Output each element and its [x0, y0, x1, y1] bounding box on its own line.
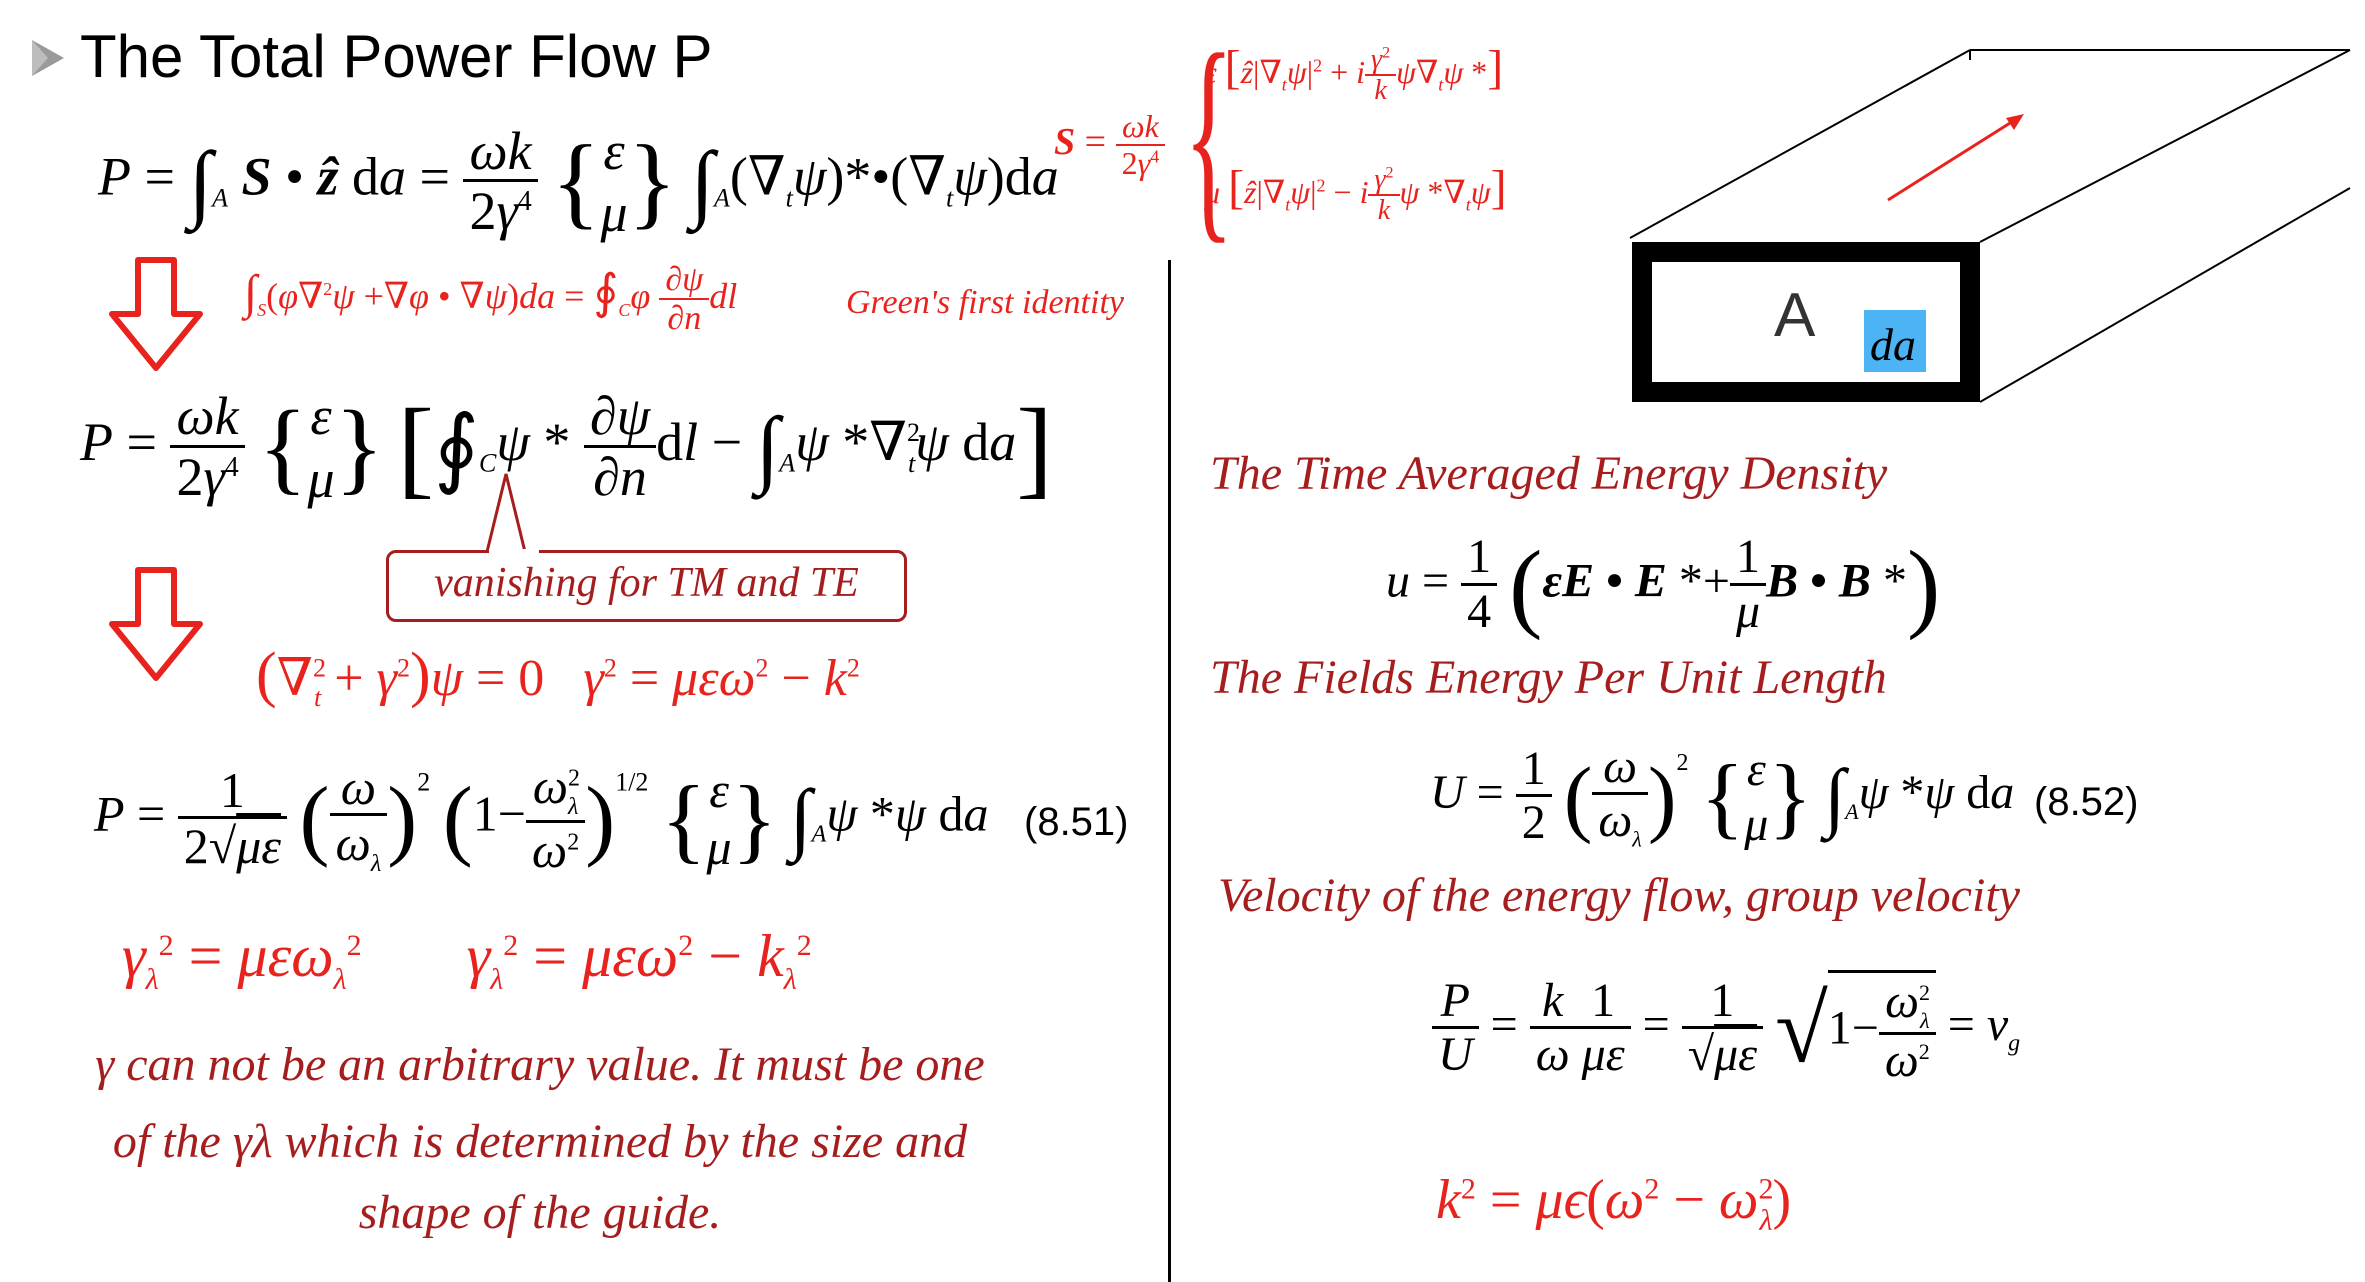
page-title: The Total Power Flow P: [80, 23, 713, 90]
gamma-explanation-line-1: γ can not be an arbitrary value. It must…: [95, 1038, 985, 1091]
waveguide-diagram: [1620, 20, 2360, 424]
da-area-patch: [1864, 310, 1926, 372]
callout-pointer: [470, 470, 560, 564]
green-identity-label: Green's first identity: [846, 284, 1124, 321]
area-label: A: [1774, 281, 1816, 350]
fields-energy-label: The Fields Energy Per Unit Length: [1210, 651, 1887, 704]
callout-box: vanishing for TM and TE: [386, 550, 907, 622]
equation-p-green: P = ωk 2γ4 {ε μ} [∮Cψ * ∂ψ ∂n dl − ∫Aψ *∇2tψ…: [80, 385, 1053, 509]
power-flow-arrow: [1887, 116, 2019, 202]
down-arrow-icon: [108, 566, 204, 686]
velocity-label: Velocity of the energy flow, group veloc…: [1218, 869, 2020, 922]
time-averaged-label: The Time Averaged Energy Density: [1210, 447, 1888, 500]
equation-green-identity: ∫S(φ∇2ψ +∇φ • ∇ψ)da = ∮Cφ ∂ψ ∂n dl: [244, 261, 738, 337]
equation-p-integral: P = ∫A S • ẑ da = ωk 2γ4 {ε μ} ∫A(∇tψ)*•(∇…: [98, 120, 1059, 244]
down-arrow-icon: [108, 256, 204, 376]
title-bullet-icon: [28, 36, 68, 85]
equation-number-8-52: (8.52): [2034, 780, 2139, 824]
equation-gamma-lambda: γλ2 = μεωλ2 γλ2 = μεω2 − kλ2: [122, 923, 812, 996]
callout-text: vanishing for TM and TE: [434, 560, 859, 606]
da-label: da: [1870, 319, 1916, 370]
gamma-explanation-line-2: of the γλ which is determined by the siz…: [112, 1115, 968, 1168]
gamma-explanation-line-3: shape of the guide.: [358, 1186, 722, 1239]
callout-pointer-cover: [489, 549, 539, 555]
column-divider: [1168, 260, 1171, 1282]
equation-number-8-51: (8.51): [1024, 800, 1129, 844]
equation-helmholtz: (∇2t + γ2)ψ = 0 γ2 = μεω2 − k2: [256, 641, 860, 713]
equation-k-squared: k2 = μϵ(ω2 − ω2λ): [1436, 1169, 1792, 1238]
equation-p-final: P = 1 2√με (ω ωλ)2 (1− ω2λ ω2)1/2 {ε μ} ∫Aψ *…: [94, 758, 989, 879]
